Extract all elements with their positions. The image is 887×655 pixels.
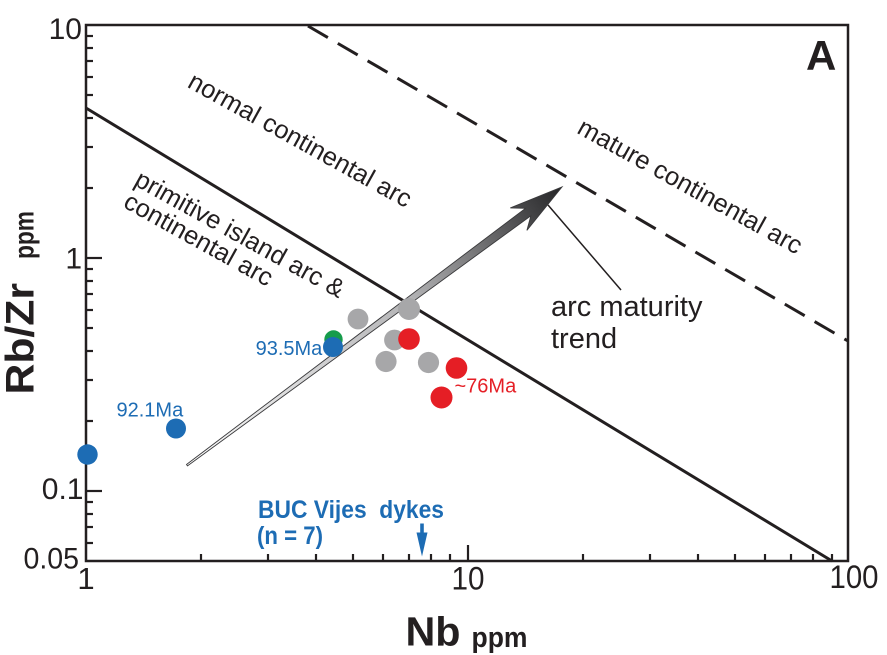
svg-text:10: 10 <box>452 561 485 597</box>
svg-text:ppm: ppm <box>472 622 528 654</box>
svg-text:(n = 7): (n = 7) <box>257 522 323 550</box>
svg-text:~76Ma: ~76Ma <box>455 376 518 398</box>
svg-text:BUC Vijes dykes: BUC Vijes dykes <box>258 496 444 524</box>
svg-text:A: A <box>806 32 836 79</box>
svg-text:10: 10 <box>49 13 82 46</box>
svg-text:ppm: ppm <box>9 211 40 259</box>
svg-text:0.05: 0.05 <box>24 543 80 576</box>
svg-text:Nb: Nb <box>406 609 461 655</box>
svg-text:93.5Ma: 93.5Ma <box>256 338 324 360</box>
svg-text:92.1Ma: 92.1Ma <box>117 400 185 422</box>
svg-text:100: 100 <box>830 559 879 595</box>
svg-text:arc maturity: arc maturity <box>551 291 703 323</box>
svg-text:1: 1 <box>65 243 82 276</box>
svg-text:trend: trend <box>551 323 617 355</box>
svg-text:1: 1 <box>77 561 94 596</box>
svg-text:0.1: 0.1 <box>42 473 84 506</box>
svg-text:Rb/Zr: Rb/Zr <box>0 283 43 395</box>
